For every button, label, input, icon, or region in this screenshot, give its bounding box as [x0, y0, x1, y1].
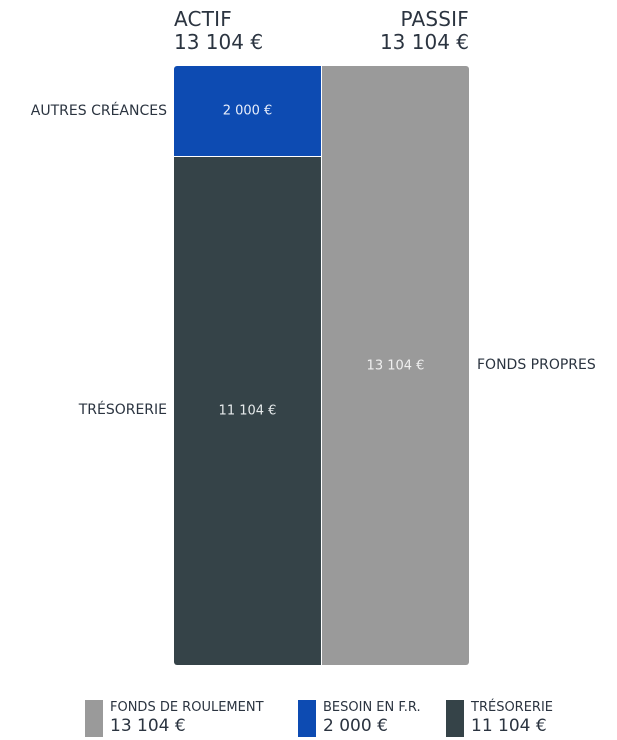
- bar-value-label: 2 000 €: [222, 103, 273, 119]
- bar-value-label: 11 104 €: [218, 403, 277, 419]
- segment-category-label: FONDS PROPRES: [477, 356, 596, 373]
- legend-value: 13 104 €: [110, 716, 186, 736]
- legend-value: 2 000 €: [323, 716, 388, 736]
- bar-segment-autres-creances: 2 000 €: [174, 66, 321, 157]
- bar-value-label: 13 104 €: [366, 358, 425, 373]
- legend-swatch-besoin-en-fr: [298, 700, 316, 737]
- bar-segment-tresorerie: 11 104 €: [174, 157, 321, 665]
- legend-value: 11 104 €: [471, 716, 547, 736]
- passif-total: 13 104 €: [379, 30, 469, 54]
- actif-total: 13 104 €: [174, 30, 264, 54]
- legend-swatch-fonds-de-roulement: [85, 700, 103, 737]
- legend-swatch-tresorerie: [446, 700, 464, 737]
- actif-title: ACTIF: [174, 7, 232, 31]
- legend-name: TRÉSORERIE: [471, 700, 553, 715]
- legend-name: FONDS DE ROULEMENT: [110, 700, 264, 715]
- actif-header: ACTIF 13 104 €: [174, 8, 263, 54]
- segment-category-label: TRÉSORERIE: [78, 402, 167, 418]
- legend-name: BESOIN EN F.R.: [323, 700, 421, 715]
- legend: FONDS DE ROULEMENT 13 104 € BESOIN EN F.…: [0, 700, 617, 740]
- segment-category-label: AUTRES CRÉANCES: [30, 102, 167, 119]
- passif-title: PASSIF: [400, 7, 469, 31]
- bar-segment-fonds-propres: 13 104 €: [322, 66, 469, 665]
- passif-header: PASSIF 13 104 €: [380, 8, 469, 54]
